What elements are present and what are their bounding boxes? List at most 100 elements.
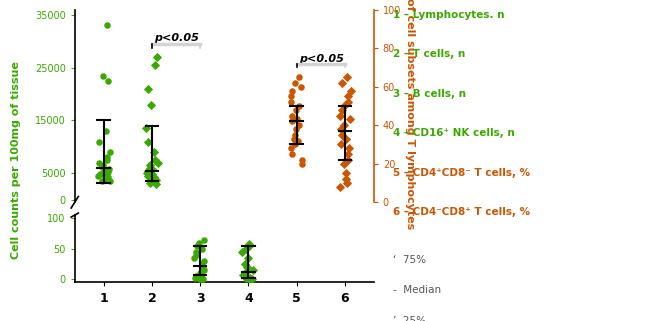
Point <box>143 86 153 91</box>
Point <box>93 174 103 179</box>
Point <box>144 163 155 168</box>
Point <box>335 142 346 147</box>
Point <box>290 132 300 137</box>
Point <box>142 171 153 176</box>
Point <box>344 117 355 122</box>
Text: ’  25%: ’ 25% <box>393 316 426 321</box>
Point <box>146 176 156 181</box>
Point <box>240 275 251 280</box>
Point <box>244 276 254 282</box>
Point <box>100 168 110 173</box>
Text: 3 – B cells, n: 3 – B cells, n <box>393 89 466 99</box>
Point <box>197 277 207 282</box>
Point <box>290 80 300 85</box>
Point <box>98 171 108 176</box>
Text: p<0.05: p<0.05 <box>154 33 199 43</box>
Text: -  Median: - Median <box>393 285 441 295</box>
Point <box>102 155 112 160</box>
Point <box>97 164 107 169</box>
Point <box>150 157 160 162</box>
Point <box>198 277 209 282</box>
Point <box>151 181 161 186</box>
Point <box>296 161 307 166</box>
Point <box>237 249 248 255</box>
Point <box>297 157 307 162</box>
Point <box>98 73 108 78</box>
Point <box>142 139 153 144</box>
Point <box>103 169 113 175</box>
Point <box>102 157 112 162</box>
Point <box>287 119 298 124</box>
Point <box>337 132 348 137</box>
Point <box>190 274 201 279</box>
Point <box>285 94 296 99</box>
Point <box>287 88 298 93</box>
Point <box>293 74 304 80</box>
Point <box>150 178 160 184</box>
Point <box>339 161 349 166</box>
Point <box>242 265 252 270</box>
Point <box>287 152 297 157</box>
Point <box>94 139 104 144</box>
Point <box>240 246 251 251</box>
Point <box>99 173 110 178</box>
Point <box>240 262 250 267</box>
Point <box>337 107 347 112</box>
Point <box>146 166 157 171</box>
Point <box>196 272 206 277</box>
Point <box>287 113 298 118</box>
Point <box>105 178 115 184</box>
Point <box>343 152 353 157</box>
Point <box>188 256 199 261</box>
Point <box>343 100 353 105</box>
Point <box>143 168 153 173</box>
Point <box>291 117 302 122</box>
Point <box>101 177 112 182</box>
Point <box>242 256 253 261</box>
Point <box>94 160 104 165</box>
Point <box>146 172 157 177</box>
Point <box>145 165 155 170</box>
Point <box>290 142 300 147</box>
Point <box>198 265 208 270</box>
Point <box>103 175 113 180</box>
Point <box>197 276 207 281</box>
Point <box>198 268 209 273</box>
Point <box>346 88 356 93</box>
Point <box>244 241 254 247</box>
Point <box>197 246 207 251</box>
Point <box>194 276 205 282</box>
Point <box>240 271 250 276</box>
Point <box>335 113 345 118</box>
Point <box>248 268 258 273</box>
Point <box>293 138 304 143</box>
Point <box>240 274 251 279</box>
Text: 5 – CD4⁺CD8⁻ T cells, %: 5 – CD4⁺CD8⁻ T cells, % <box>393 168 530 178</box>
Point <box>105 150 115 155</box>
Point <box>190 275 200 280</box>
Point <box>141 126 151 131</box>
Point <box>194 240 204 245</box>
Point <box>98 163 109 168</box>
Point <box>342 74 352 80</box>
Point <box>341 136 351 141</box>
Point <box>191 252 202 257</box>
Point <box>197 262 207 267</box>
Point <box>198 258 209 264</box>
Point <box>149 150 159 155</box>
Text: 2 – T cells, n: 2 – T cells, n <box>393 49 465 59</box>
Text: ‘  75%: ‘ 75% <box>393 255 426 265</box>
Point <box>192 243 203 248</box>
Point <box>339 103 350 108</box>
Point <box>286 100 296 105</box>
Point <box>343 157 353 162</box>
Point <box>341 177 351 182</box>
Point <box>190 249 201 255</box>
Point <box>101 128 111 134</box>
Point <box>244 243 254 248</box>
Point <box>146 102 157 107</box>
Point <box>337 80 347 85</box>
Point <box>144 180 155 185</box>
Point <box>294 123 304 128</box>
Point <box>194 271 205 276</box>
